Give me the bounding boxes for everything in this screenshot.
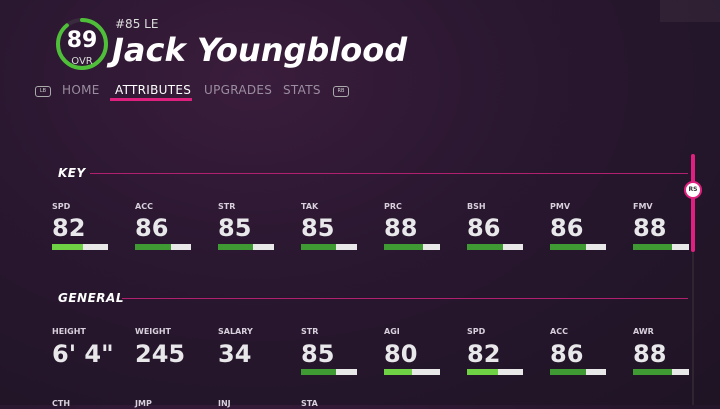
- stat-value-spd: 82: [52, 214, 86, 242]
- stat-value-pmv: 86: [550, 214, 584, 242]
- stat-bar-str: [218, 244, 274, 250]
- right-bumper-icon[interactable]: RB: [333, 86, 349, 97]
- stat-label-agi: AGI: [384, 327, 400, 336]
- stat-label-height: HEIGHT: [52, 327, 86, 336]
- tab-stats[interactable]: STATS: [283, 83, 321, 97]
- rs-scroll-icon[interactable]: RS: [684, 181, 702, 199]
- stat-bar-fill: [135, 244, 172, 250]
- stat-value-weight: 245: [135, 340, 186, 368]
- stat-label-awr: AWR: [633, 327, 654, 336]
- player-name: Jack Youngblood: [112, 31, 408, 69]
- stat-value-height: 6' 4": [52, 340, 114, 368]
- stat-bar-spd: [52, 244, 108, 250]
- stat-bar-spd: [467, 369, 523, 375]
- stat-bar-prc: [384, 244, 440, 250]
- stat-value-bsh: 86: [467, 214, 501, 242]
- stat-bar-awr: [633, 369, 689, 375]
- active-tab-underline: [110, 98, 192, 101]
- ovr-label: OVR: [71, 56, 93, 67]
- stat-value-agi: 80: [384, 340, 418, 368]
- tab-upgrades[interactable]: UPGRADES: [204, 83, 273, 97]
- stat-label-acc: ACC: [135, 202, 153, 211]
- stat-bar-fill: [467, 244, 504, 250]
- stat-value-tak: 85: [301, 214, 335, 242]
- stat-bar-fill: [384, 244, 424, 250]
- stat-label-weight: WEIGHT: [135, 327, 171, 336]
- stat-label-prc: PRC: [384, 202, 402, 211]
- stat-bar-acc: [550, 369, 606, 375]
- stat-label-str: STR: [301, 327, 319, 336]
- stat-bar-fill: [550, 369, 587, 375]
- stat-bar-bsh: [467, 244, 523, 250]
- stat-label-cth: CTH: [52, 399, 71, 408]
- stat-bar-tak: [301, 244, 357, 250]
- stat-label-inj: INJ: [218, 399, 231, 408]
- stat-bar-acc: [135, 244, 191, 250]
- ovr-ring-fill: [56, 18, 108, 70]
- left-bumper-icon[interactable]: LB: [35, 86, 51, 97]
- section-title-general: GENERAL: [58, 291, 124, 305]
- stat-bar-fill: [384, 369, 412, 375]
- stat-bar-pmv: [550, 244, 606, 250]
- stat-bar-str: [301, 369, 357, 375]
- top-right-shade: [660, 0, 720, 22]
- stat-label-sta: STA: [301, 399, 318, 408]
- player-number-position: #85 LE: [115, 17, 159, 31]
- stat-value-awr: 88: [633, 340, 667, 368]
- ovr-value: 89: [66, 28, 98, 53]
- tab-attributes[interactable]: ATTRIBUTES: [115, 83, 192, 97]
- stat-label-tak: TAK: [301, 202, 319, 211]
- stat-value-spd: 82: [467, 340, 501, 368]
- stat-bar-fill: [301, 244, 336, 250]
- stat-label-str: STR: [218, 202, 236, 211]
- stat-value-str: 85: [301, 340, 335, 368]
- stat-label-pmv: PMV: [550, 202, 571, 211]
- stat-bar-agi: [384, 369, 440, 375]
- stat-value-prc: 88: [384, 214, 418, 242]
- stat-label-spd: SPD: [52, 202, 71, 211]
- stat-value-acc: 86: [135, 214, 169, 242]
- stat-label-spd: SPD: [467, 327, 486, 336]
- stat-bar-fill: [633, 244, 673, 250]
- stat-bar-fill: [301, 369, 336, 375]
- stat-value-str: 85: [218, 214, 252, 242]
- section-title-key: KEY: [58, 166, 86, 180]
- stat-value-fmv: 88: [633, 214, 667, 242]
- stat-label-salary: SALARY: [218, 327, 253, 336]
- stat-bar-fill: [633, 369, 673, 375]
- section-divider-key: [90, 173, 688, 174]
- stat-label-fmv: FMV: [633, 202, 653, 211]
- stat-value-salary: 34: [218, 340, 252, 368]
- stat-label-acc: ACC: [550, 327, 568, 336]
- stat-bar-fill: [550, 244, 587, 250]
- stat-value-acc: 86: [550, 340, 584, 368]
- section-divider-general: [122, 298, 688, 299]
- scroll-thumb[interactable]: [691, 154, 695, 252]
- stat-label-bsh: BSH: [467, 202, 486, 211]
- stat-bar-fill: [52, 244, 83, 250]
- stat-bar-fmv: [633, 244, 689, 250]
- tab-home[interactable]: HOME: [62, 83, 100, 97]
- ovr-ring: [56, 18, 108, 70]
- stat-bar-fill: [218, 244, 253, 250]
- stat-label-jmp: JMP: [135, 399, 152, 408]
- stat-bar-fill: [467, 369, 498, 375]
- scroll-track[interactable]: [692, 154, 694, 405]
